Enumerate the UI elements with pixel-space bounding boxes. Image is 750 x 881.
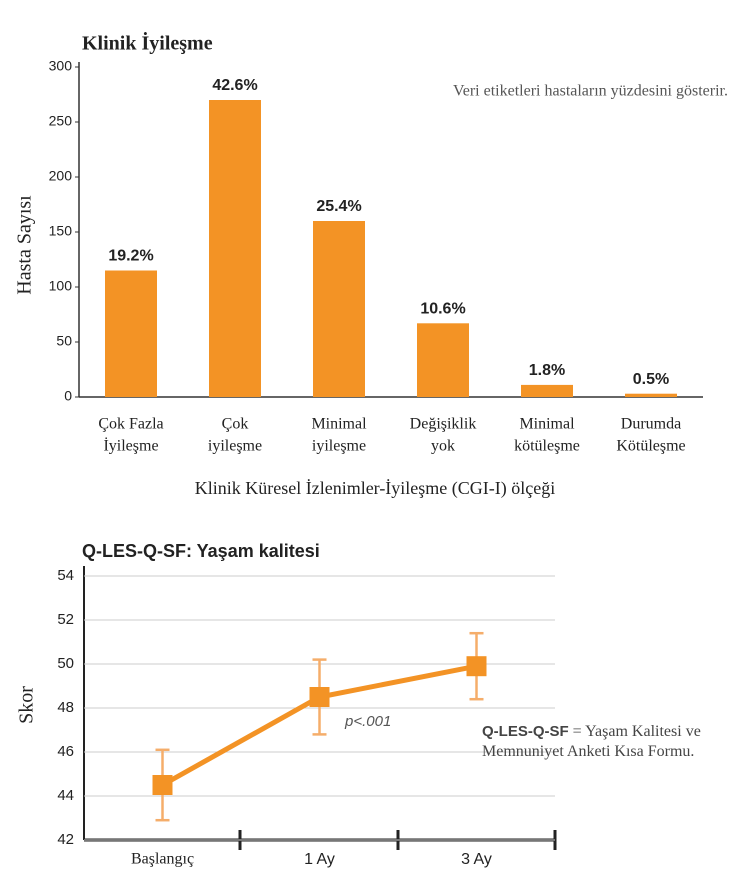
- data-label: 10.6%: [420, 301, 465, 318]
- y-axis-label: Hasta Sayısı: [14, 195, 36, 295]
- bar: [209, 100, 261, 397]
- chart-title: Klinik İyileşme: [82, 31, 213, 55]
- bar: [417, 323, 469, 397]
- y-tick-label: 50: [56, 333, 72, 349]
- x-tick-label: iyileşme: [312, 438, 366, 455]
- data-label: 42.6%: [212, 77, 257, 94]
- y-tick-label: 48: [57, 699, 74, 716]
- note-text: = Yaşam Kalitesi ve Memnuniyet Anketi Kı…: [482, 723, 701, 760]
- data-label: 0.5%: [633, 371, 669, 388]
- y-axis-label: Skor: [16, 686, 38, 724]
- marker: [152, 775, 173, 795]
- x-tick-label: Kötüleşme: [616, 438, 685, 455]
- marker: [466, 656, 487, 677]
- y-tick-label: 54: [57, 567, 74, 584]
- y-tick-label: 100: [49, 278, 73, 294]
- y-tick-label: 250: [49, 113, 73, 129]
- y-tick-label: 44: [57, 787, 74, 804]
- y-tick-label: 0: [64, 388, 72, 404]
- note-term: Q-LES-Q-SF: [482, 723, 569, 740]
- x-tick-label: Durumda: [621, 416, 681, 433]
- y-tick-label: 200: [49, 168, 73, 184]
- x-tick-label: iyileşme: [208, 438, 262, 455]
- bar: [313, 221, 365, 397]
- x-tick-label: Çok Fazla: [98, 416, 163, 433]
- x-tick-label: 1 Ay: [304, 851, 335, 868]
- bar: [105, 270, 157, 397]
- x-tick-label: kötüleşme: [514, 438, 580, 455]
- bar: [625, 393, 677, 397]
- x-tick-label: Başlangıç: [131, 851, 194, 868]
- annotation: p<.001: [344, 713, 391, 730]
- y-tick-label: 300: [49, 58, 73, 74]
- y-tick-label: 42: [57, 831, 74, 848]
- x-tick-label: İyileşme: [103, 437, 158, 455]
- data-label: 25.4%: [316, 198, 361, 215]
- marker: [309, 687, 330, 707]
- y-tick-label: 46: [57, 743, 74, 760]
- annotation: Veri etiketleri hastaların yüzdesini gös…: [453, 83, 728, 100]
- y-tick-label: 150: [49, 223, 73, 239]
- x-tick-label: Minimal: [311, 416, 367, 433]
- x-tick-label: Çok: [222, 416, 249, 433]
- x-tick-label: Değişiklik: [410, 416, 477, 433]
- y-tick-label: 52: [57, 611, 74, 628]
- data-label: 1.8%: [529, 362, 565, 379]
- x-axis-label: Klinik Küresel İzlenimler-İyileşme (CGI-…: [195, 478, 556, 499]
- x-tick-label: Minimal: [519, 416, 575, 433]
- x-tick-label: 3 Ay: [461, 851, 492, 868]
- bar: [521, 384, 573, 397]
- note: Q-LES-Q-SF = Yaşam Kalitesi ve Memnuniye…: [482, 722, 717, 762]
- y-tick-label: 50: [57, 655, 74, 672]
- x-tick-label: yok: [431, 438, 455, 455]
- chart-title: Q-LES-Q-SF: Yaşam kalitesi: [82, 541, 320, 561]
- data-label: 19.2%: [108, 248, 153, 265]
